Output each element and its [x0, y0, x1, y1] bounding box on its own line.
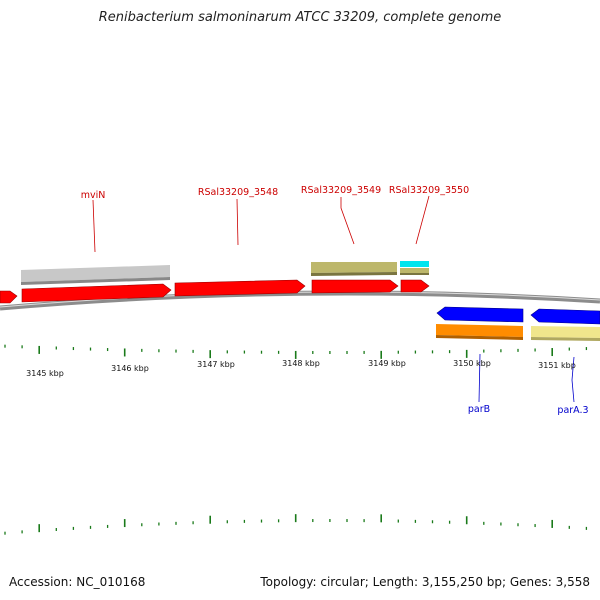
leader-parA.3: [571, 356, 575, 403]
feature-orange: [436, 324, 523, 337]
feature-gray: [21, 265, 170, 282]
cds-arrow-mviN: [21, 283, 172, 303]
cds-arrow-parB: [436, 306, 524, 323]
leader-RSal33209_3548: [236, 198, 239, 246]
genome-summary-text: Topology: circular; Length: 3,155,250 bp…: [260, 575, 590, 589]
feature-orange-shadow: [436, 335, 523, 340]
cds-arrow-partial: [0, 290, 18, 304]
axis-tick-label: 3149 kbp: [368, 359, 406, 368]
leader-RSal33209_3549: [340, 197, 355, 245]
gene-label-parA.3: parA.3: [557, 405, 588, 416]
gene-label-RSal33209_3548: RSal33209_3548: [198, 187, 278, 198]
feature-olive-small: [400, 268, 429, 273]
cds-arrow-RSal33209_3550: [400, 279, 430, 293]
leader-mviN: [92, 199, 96, 253]
leader-RSal33209_3550: [415, 195, 430, 245]
axis-tick-label: 3147 kbp: [197, 360, 235, 369]
cds-arrow-RSal33209_3549: [311, 279, 399, 294]
cds-arrow-RSal33209_3548: [174, 279, 306, 297]
axis-tick-label: 3146 kbp: [111, 364, 149, 373]
feature-khaki-shadow: [531, 337, 600, 341]
inner-tick-marks: [4, 344, 588, 359]
leader-parB: [478, 353, 481, 403]
map-title: Renibacterium salmoninarum ATCC 33209, c…: [98, 10, 502, 25]
axis-tick-label: 3150 kbp: [453, 359, 491, 368]
feature-olive: [311, 262, 397, 273]
backbone-arc-highlight: [0, 291, 600, 308]
feature-gray-shadow: [21, 277, 170, 285]
feature-cyan: [400, 261, 429, 267]
axis-tick-label: 3148 kbp: [282, 359, 320, 368]
gene-label-parB: parB: [468, 404, 490, 415]
axis-tick-label: 3145 kbp: [26, 369, 64, 378]
cds-arrow-parA.3: [530, 308, 600, 325]
outer-tick-marks: [4, 514, 588, 535]
gene-label-RSal33209_3550: RSal33209_3550: [389, 185, 469, 196]
backbone-arc: [0, 290, 600, 311]
feature-olive-small-shadow: [400, 273, 429, 275]
gene-label-RSal33209_3549: RSal33209_3549: [301, 185, 381, 196]
accession-text: Accession: NC_010168: [9, 575, 146, 589]
feature-khaki: [531, 326, 600, 338]
axis-tick-label: 3151 kbp: [538, 361, 576, 370]
gene-label-mviN: mviN: [81, 190, 106, 201]
feature-olive-shadow: [311, 272, 397, 276]
